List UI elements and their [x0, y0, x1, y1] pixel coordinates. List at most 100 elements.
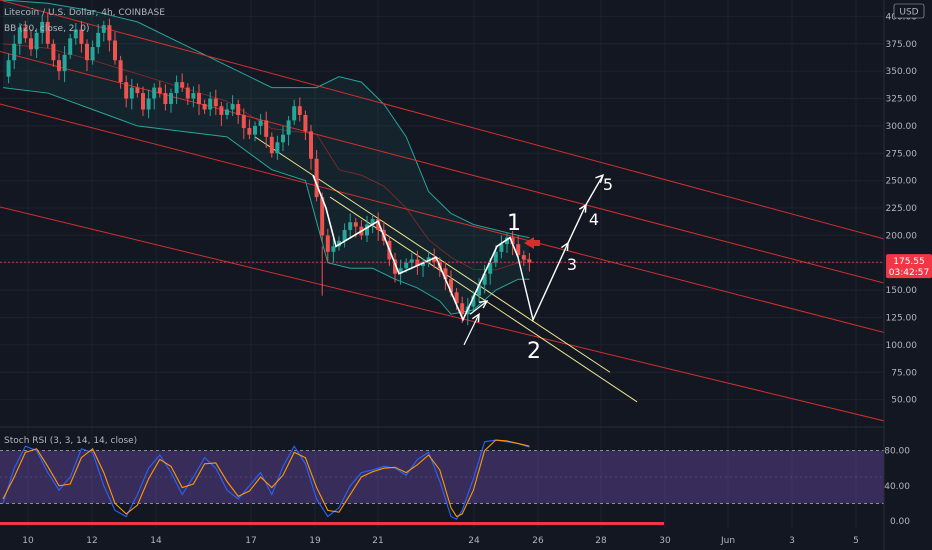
candle: [152, 83, 157, 110]
time-tick-label: 24: [468, 536, 480, 546]
price-tick-label: 75.00: [891, 368, 917, 378]
candle: [236, 99, 241, 124]
candle: [314, 149, 319, 202]
candle: [12, 35, 17, 69]
candle: [208, 91, 213, 117]
candle: [129, 78, 134, 110]
symbol-title[interactable]: Litecoin / U.S. Dollar, 4h, COINBASE: [4, 8, 165, 18]
candle: [376, 212, 381, 241]
candle: [113, 31, 117, 65]
wave-arrowhead: [578, 203, 587, 213]
channel-line: [0, 0, 932, 253]
time-tick-label: 3: [789, 536, 795, 546]
time-axis[interactable]: 10 12 14 17 19 21 24 26 28 30 Jun 3 5: [22, 536, 859, 546]
wave-label-5: 5: [603, 175, 613, 194]
price-tick-label: 300.00: [886, 122, 918, 132]
wave-small-arrow: [463, 313, 480, 346]
channel-line: [0, 206, 932, 433]
candle: [79, 20, 84, 53]
price-axis[interactable]: 50.0075.00100.00125.00150.00175.00200.00…: [886, 12, 918, 405]
time-tick-label: 10: [22, 536, 34, 546]
price-tick-label: 275.00: [886, 149, 918, 159]
candle: [286, 116, 291, 146]
candle: [348, 213, 353, 239]
channel-line: [0, 103, 932, 346]
wave-labels: 1 2 3 45: [507, 175, 613, 364]
time-tick-label: 19: [309, 536, 321, 546]
candle: [415, 250, 420, 275]
time-tick-label: 28: [595, 536, 607, 546]
candle: [107, 18, 112, 52]
candle: [40, 15, 45, 44]
candle: [45, 13, 50, 49]
currency-label: USD: [899, 8, 918, 18]
candle: [135, 83, 140, 98]
time-tick-label: 12: [86, 536, 97, 546]
wave-label-4: 4: [589, 210, 599, 229]
candle: [499, 235, 504, 259]
candle: [163, 84, 168, 111]
wave-label-2: 2: [527, 339, 541, 364]
currency-box[interactable]: [893, 3, 925, 19]
price-tick-label: 100.00: [886, 341, 918, 351]
candle: [169, 88, 173, 113]
bollinger-basis: [2, 43, 530, 271]
candle: [443, 261, 448, 291]
candle: [269, 132, 274, 158]
candle: [247, 119, 252, 140]
candle: [281, 125, 285, 152]
last-price-value: 175.55: [893, 257, 925, 267]
candle: [146, 89, 151, 119]
candle: [309, 124, 313, 170]
candle: [141, 86, 145, 117]
candle: [213, 89, 218, 115]
time-tick-label: 14: [150, 536, 162, 546]
candle: [275, 135, 280, 160]
stoch-rsi-lines: [2, 439, 530, 520]
last-price-tag: 175.55 03:42:57: [886, 254, 932, 279]
price-tick-label: 375.00: [886, 40, 918, 50]
candle: [477, 278, 481, 303]
candle: [393, 252, 397, 283]
candle: [337, 236, 341, 251]
candle: [157, 81, 162, 98]
grid-lines: [0, 0, 884, 528]
candle: [68, 33, 73, 60]
candle: [320, 192, 325, 242]
candle: [516, 235, 521, 260]
stoch-rsi-legend[interactable]: Stoch RSI (3, 3, 14, 14, close): [4, 436, 137, 446]
price-tick-label: 325.00: [886, 95, 918, 105]
candle: [331, 237, 336, 263]
candle: [230, 95, 235, 117]
red-marker-arrow: [524, 237, 540, 250]
candle: [124, 75, 129, 108]
candle: [202, 99, 207, 114]
stoch-rsi-tick-label: 80.00: [884, 447, 910, 457]
stoch-rsi-d-line: [2, 439, 530, 518]
candle: [62, 45, 67, 83]
candle: [398, 259, 403, 285]
candle: [325, 228, 330, 261]
candle: [180, 73, 185, 92]
candle: [521, 250, 526, 267]
candle: [264, 111, 269, 148]
candle: [292, 99, 297, 125]
candle: [421, 258, 425, 278]
candle: [185, 83, 190, 106]
price-tick-label: 50.00: [891, 396, 917, 406]
wave-small-arrow: [469, 300, 488, 315]
stoch-rsi-tick-label: 40.00: [884, 482, 910, 492]
candle: [118, 55, 123, 89]
candle: [101, 20, 106, 42]
price-tick-label: 225.00: [886, 204, 918, 214]
candle: [17, 22, 22, 55]
candle: [197, 84, 201, 115]
stoch-rsi-axis[interactable]: 0.00 40.00 80.00: [884, 447, 910, 527]
bollinger-upper: [2, 0, 530, 239]
bollinger-legend[interactable]: BB (20, close, 2, 0): [4, 24, 89, 34]
time-tick-label: 26: [532, 536, 544, 546]
wave-arrowhead: [595, 174, 605, 183]
candle: [73, 22, 78, 45]
candle: [297, 97, 302, 122]
